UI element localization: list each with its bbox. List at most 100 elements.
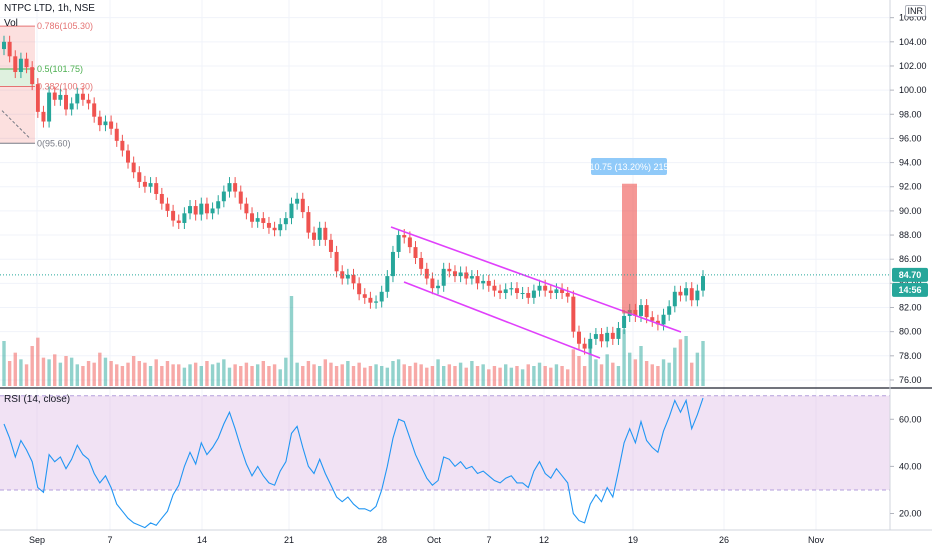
- volume-bar: [143, 362, 147, 386]
- candle: [7, 35, 12, 63]
- volume-bar: [402, 364, 406, 386]
- price-tick-label: 102.00: [899, 61, 927, 71]
- volume-bar: [7, 361, 12, 386]
- candle: [368, 291, 373, 309]
- rsi-tick-label: 40.00: [899, 461, 922, 471]
- volume-bar: [289, 296, 294, 386]
- volume-bar: [171, 364, 175, 386]
- candle: [379, 285, 384, 308]
- volume-bar: [86, 361, 91, 386]
- volume-bar: [504, 364, 508, 386]
- volume-bar: [148, 366, 153, 386]
- volume-bar: [611, 362, 615, 386]
- candle: [605, 326, 610, 348]
- volume-bar: [430, 366, 435, 386]
- currency-button[interactable]: INR: [904, 5, 926, 17]
- volume-bar: [470, 361, 474, 386]
- fib-label: 0(95.60): [37, 138, 71, 148]
- volume-bars: [2, 296, 705, 386]
- candle: [131, 156, 136, 179]
- candle: [345, 268, 350, 285]
- candle: [306, 206, 311, 239]
- candle: [289, 197, 294, 225]
- rsi-label: RSI (14, close): [4, 394, 71, 405]
- candle: [148, 177, 153, 193]
- candle: [357, 277, 362, 301]
- candle: [661, 308, 666, 331]
- volume-bar: [227, 367, 232, 386]
- volume-bar: [509, 367, 514, 386]
- candle: [560, 283, 565, 300]
- candle: [171, 204, 176, 227]
- volume-bar: [301, 366, 305, 386]
- volume-bar: [160, 366, 164, 386]
- candle: [199, 197, 204, 221]
- volume-bar: [216, 362, 220, 386]
- volume-bar: [30, 346, 34, 386]
- volume-bar: [622, 329, 626, 386]
- candle: [69, 97, 74, 116]
- candle: [531, 284, 536, 304]
- candle: [588, 332, 593, 355]
- candle: [266, 216, 271, 234]
- measure-tool: 10.75 (13.20%) 215: [589, 158, 669, 314]
- candle: [278, 218, 283, 237]
- volume-bar: [334, 366, 339, 386]
- rsi-line: [3, 397, 704, 529]
- candle: [35, 78, 40, 118]
- candle: [616, 321, 621, 345]
- volume-bar: [447, 364, 452, 386]
- candle: [452, 265, 457, 283]
- candle: [159, 187, 164, 210]
- candle: [475, 270, 480, 290]
- measure-box: [622, 183, 637, 314]
- measure-label: 10.75 (13.20%) 215: [589, 162, 668, 172]
- candle: [176, 214, 181, 230]
- candle: [514, 282, 519, 300]
- candle: [492, 279, 497, 297]
- volume-bar: [453, 366, 457, 386]
- candle: [317, 221, 322, 246]
- candle: [103, 115, 108, 132]
- candle: [571, 290, 576, 338]
- time-tick-label: Oct: [427, 535, 442, 545]
- price-tick-label: 78.00: [899, 351, 922, 361]
- candle: [30, 61, 35, 91]
- volume-bar: [419, 364, 423, 386]
- candle: [436, 279, 441, 295]
- time-tick-label: 19: [628, 535, 638, 545]
- candle: [182, 207, 187, 230]
- volume-bar: [560, 366, 564, 386]
- candle: [419, 251, 424, 275]
- candle: [126, 144, 131, 169]
- volume-label: Vol: [4, 18, 18, 29]
- candle: [295, 192, 300, 210]
- volume-bar: [385, 367, 390, 386]
- volume-bar: [678, 339, 683, 386]
- volume-bar: [182, 367, 187, 386]
- candle: [47, 86, 52, 128]
- candle: [323, 221, 328, 246]
- candle: [137, 166, 142, 188]
- volume-bar: [515, 366, 519, 386]
- candle: [413, 241, 418, 265]
- price-tick-label: 80.00: [899, 327, 922, 337]
- candle: [283, 212, 288, 231]
- candle: [238, 185, 243, 210]
- candle: [312, 226, 317, 246]
- rsi-tick-label: 20.00: [899, 509, 922, 519]
- volume-bar: [98, 352, 102, 386]
- countdown-tag: [892, 282, 928, 297]
- volume-bar: [566, 369, 570, 386]
- candle: [52, 86, 57, 106]
- volume-bar: [656, 366, 660, 386]
- candle: [701, 270, 705, 297]
- volume-bar: [549, 367, 553, 386]
- candle: [351, 268, 356, 290]
- volume-bar: [36, 337, 40, 386]
- volume-bar: [667, 362, 671, 386]
- volume-bar: [363, 367, 367, 386]
- volume-bar: [458, 362, 463, 386]
- candle: [424, 262, 429, 285]
